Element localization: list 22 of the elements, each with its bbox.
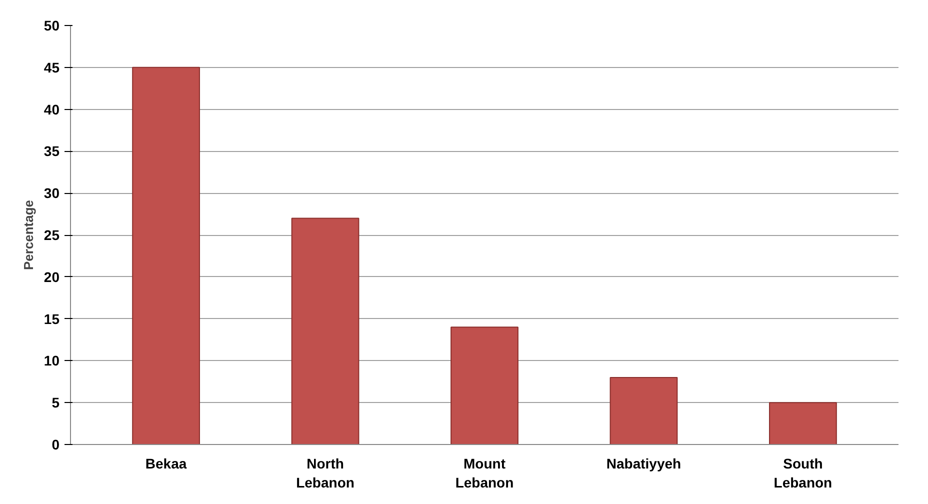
y-tick-label: 25 (44, 227, 60, 243)
bar (291, 218, 360, 444)
x-tick-label: Nabatiyyeh (606, 456, 682, 472)
y-tick-label: 0 (52, 436, 60, 452)
y-axis-title: Percentage (20, 200, 36, 270)
y-tick-label: 20 (44, 268, 60, 285)
bar (132, 66, 200, 444)
bar (450, 326, 518, 444)
y-tick-label: 30 (44, 185, 60, 202)
bar (610, 376, 678, 444)
y-tick-label: 5 (52, 394, 60, 411)
y-tick-label: 10 (44, 352, 60, 369)
x-tick-label: Mount Lebanon (455, 456, 514, 491)
y-tick-label: 45 (44, 59, 60, 76)
y-tick-label: 15 (44, 310, 60, 327)
y-tick-label: 50 (44, 18, 60, 34)
x-tick-label: North Lebanon (296, 456, 354, 491)
x-tick-label: Bekaa (145, 456, 187, 472)
x-tick-label: South Lebanon (774, 456, 832, 491)
y-tick-label: 40 (44, 101, 60, 118)
y-tick-label: 35 (44, 143, 60, 160)
bar (769, 402, 837, 444)
